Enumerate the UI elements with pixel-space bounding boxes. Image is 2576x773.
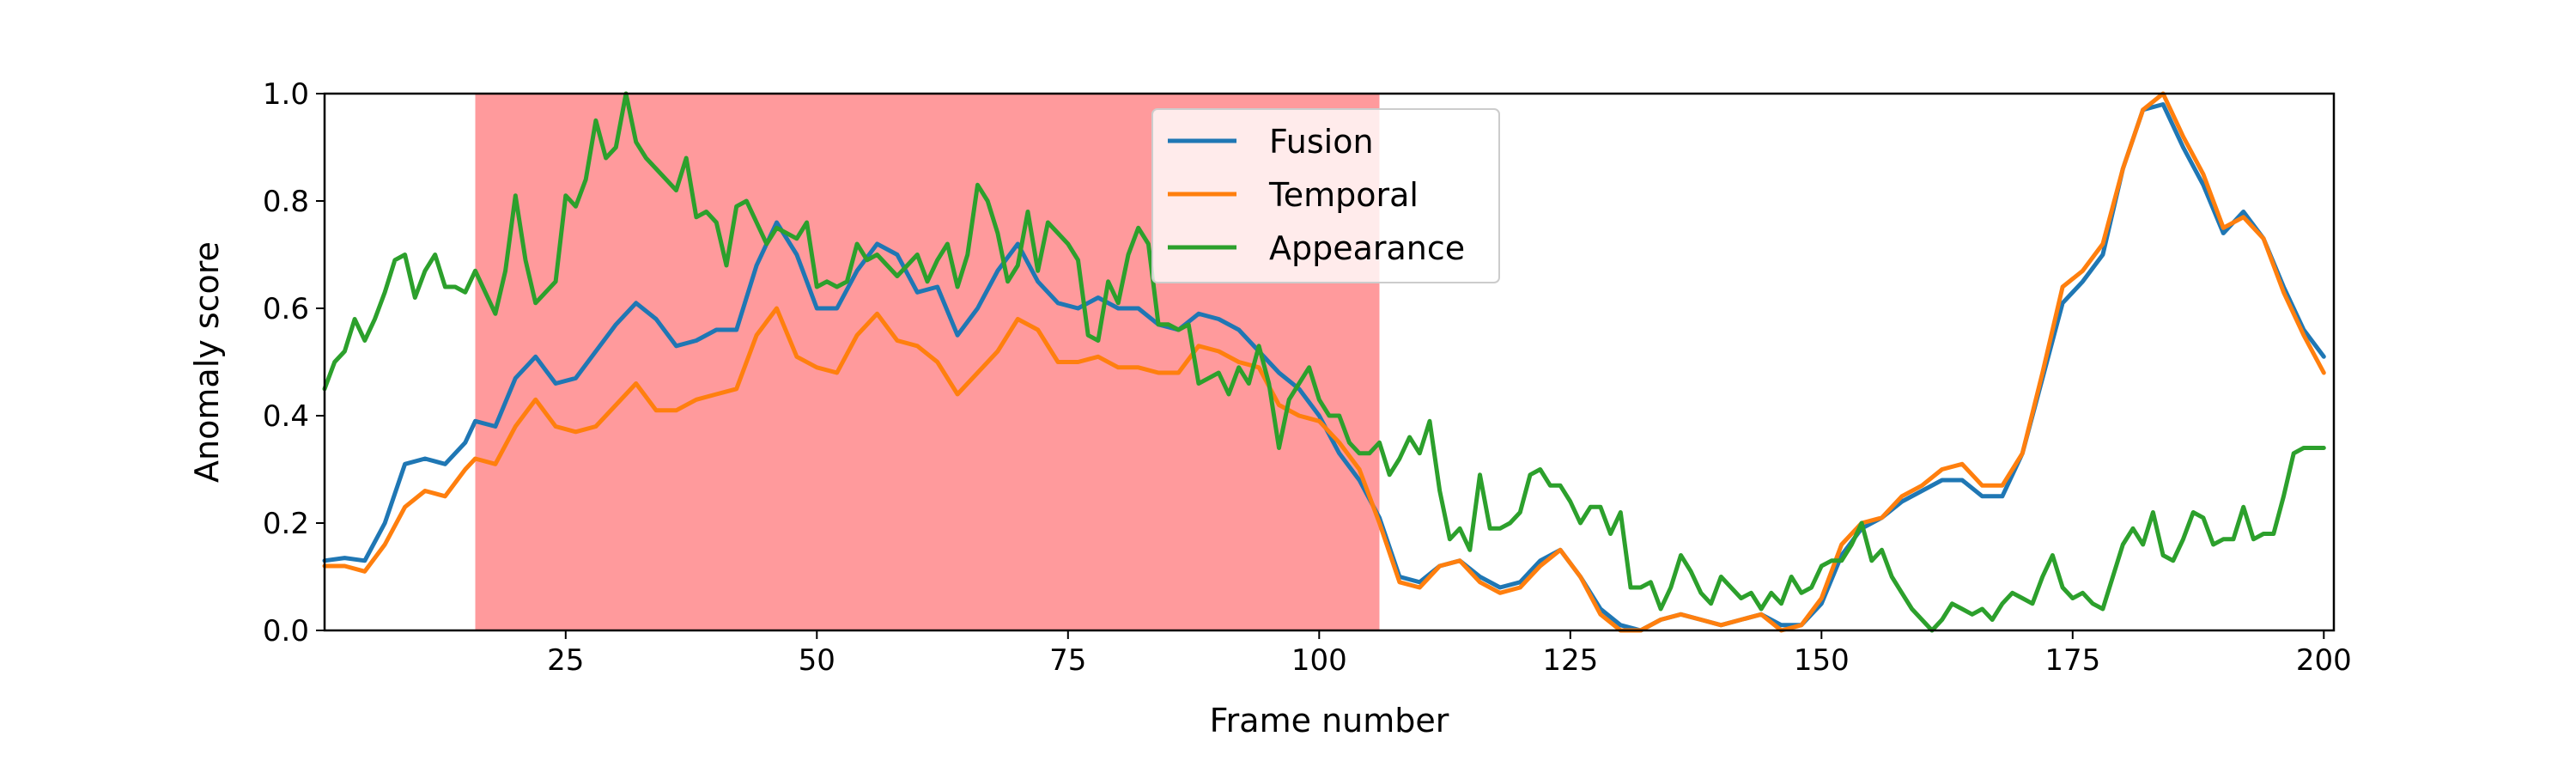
legend-label-temporal: Temporal <box>1268 176 1419 214</box>
x-axis-label: Frame number <box>1210 702 1449 740</box>
series-line-temporal <box>322 91 2326 633</box>
x-tick-label: 75 <box>1049 643 1086 678</box>
y-tick-label: 1.0 <box>263 77 309 112</box>
y-tick-label: 0.4 <box>263 399 309 434</box>
y-tick-label: 0.8 <box>263 185 309 219</box>
y-tick-label: 0.2 <box>263 507 309 541</box>
x-tick-label: 200 <box>2296 643 2352 678</box>
y-axis-label: Anomaly score <box>188 241 226 483</box>
x-tick-label: 125 <box>1542 643 1598 678</box>
series-line-appearance <box>322 91 2326 633</box>
legend-box <box>1151 108 1500 283</box>
y-tick-label: 0.6 <box>263 292 309 326</box>
y-tick-label: 0.0 <box>263 614 309 648</box>
x-tick-label: 175 <box>2044 643 2100 678</box>
plot-frame <box>323 92 2336 632</box>
x-tick-label: 25 <box>547 643 584 678</box>
x-tick-label: 100 <box>1291 643 1347 678</box>
series-line-fusion <box>322 102 2326 633</box>
legend: Fusion Temporal Appearance <box>1151 108 1500 283</box>
legend-label-appearance: Appearance <box>1269 229 1465 267</box>
x-tick-label: 50 <box>799 643 835 678</box>
x-tick-label: 150 <box>1794 643 1850 678</box>
legend-label-fusion: Fusion <box>1269 123 1374 161</box>
